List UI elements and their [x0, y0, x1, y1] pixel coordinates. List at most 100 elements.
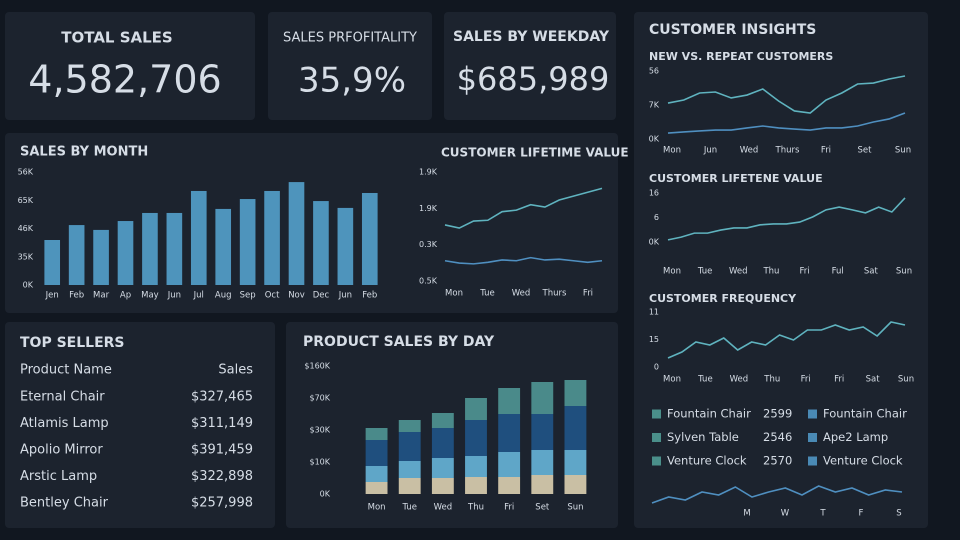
bar-segment	[398, 478, 421, 494]
x-tick-label: Mon	[368, 503, 386, 513]
bar	[361, 192, 378, 285]
legend-label: Fountain Chair	[667, 407, 751, 421]
y-axis-label: 0K	[23, 281, 34, 290]
bar-segment	[398, 432, 421, 461]
y-axis-label: $30K	[309, 426, 330, 435]
x-tick-label: Fri	[504, 503, 514, 513]
table-cell: $327,465	[191, 390, 253, 405]
kpi-title: SALES BY WEEKDAY	[453, 29, 610, 45]
chart-title: NEW VS. REPEAT CUSTOMERS	[649, 50, 833, 63]
x-tick-label: Set	[535, 503, 550, 513]
table-cell: Apolio Mirror	[20, 443, 103, 458]
table-cell: $311,149	[191, 416, 253, 431]
x-axis-label: Set	[858, 146, 873, 156]
bar	[166, 212, 183, 285]
legend-value: 2599	[763, 407, 792, 421]
bar-segment	[498, 388, 521, 414]
table-cell: Eternal Chair	[20, 390, 105, 405]
line	[444, 187, 603, 229]
y-axis-label: 56	[649, 67, 659, 76]
y-axis-label: 1.9K	[419, 168, 438, 177]
x-axis-label: Tue	[697, 375, 713, 385]
y-axis-label: 1.9K	[419, 204, 438, 213]
bar	[68, 225, 85, 285]
legend-value: 2546	[763, 430, 792, 444]
x-axis-label: Fri	[834, 375, 844, 385]
line	[667, 197, 906, 241]
x-tick-label: May	[141, 291, 159, 301]
legend-swatch	[652, 433, 661, 442]
y-axis-label: 15	[649, 335, 659, 344]
kpi-title: TOTAL SALES	[61, 29, 172, 47]
bar	[215, 208, 232, 285]
y-axis-label: 0K	[649, 135, 660, 144]
sales-card	[5, 133, 618, 313]
bar-segment	[465, 398, 487, 420]
bar	[288, 182, 305, 285]
x-axis-label: Fri	[583, 289, 593, 299]
bar-segment	[498, 477, 521, 494]
x-axis-label: Fri	[800, 267, 810, 277]
x-tick-label: Tue	[401, 503, 417, 513]
line	[667, 321, 906, 359]
y-axis-label: 35K	[18, 252, 34, 261]
bar-segment	[531, 475, 554, 494]
bar-segment	[365, 440, 388, 466]
bar	[239, 199, 256, 285]
line	[651, 485, 903, 504]
x-axis-label: Mon	[445, 289, 463, 299]
x-axis-label: W	[781, 509, 790, 519]
bar	[337, 207, 354, 285]
line	[667, 112, 906, 134]
x-axis-label: Sun	[898, 375, 914, 385]
y-axis-label: 11	[649, 308, 659, 317]
legend-label: Venture Clock	[823, 454, 903, 468]
bar	[313, 201, 329, 285]
legend-label: Ape2 Lamp	[823, 430, 888, 444]
y-axis-label: 7K	[649, 101, 660, 110]
y-axis-label: 16	[649, 189, 659, 198]
y-axis-label: $160K	[304, 362, 330, 371]
bar-segment	[564, 380, 587, 406]
y-axis-label: 6	[654, 213, 659, 222]
panel-title: CUSTOMER INSIGHTS	[649, 22, 816, 38]
x-axis-label: F	[859, 509, 864, 519]
chart-title: CUSTOMER LIFETENE VALUE	[649, 172, 823, 185]
bar-segment	[564, 406, 587, 450]
table-cell: $391,459	[191, 443, 253, 458]
bar	[117, 221, 134, 285]
bar-segment	[564, 450, 587, 475]
table-cell: Bentley Chair	[20, 496, 109, 511]
y-axis-label: 46K	[18, 224, 34, 233]
legend-label: Sylven Table	[667, 430, 739, 444]
x-axis-label: Mon	[663, 267, 681, 277]
x-axis-label: Thu	[762, 267, 779, 277]
bar	[44, 240, 61, 285]
bar	[93, 229, 109, 285]
x-axis-label: Sat	[864, 267, 879, 277]
x-axis-label: Wed	[512, 289, 531, 299]
y-axis-label: 0	[654, 363, 659, 372]
y-axis-label: 0K	[649, 238, 660, 247]
legend-swatch	[808, 409, 817, 419]
bar-segment	[531, 414, 554, 450]
table-cell: Atlamis Lamp	[20, 416, 109, 431]
x-axis-label: Jun	[703, 146, 717, 156]
bar-segment	[431, 413, 454, 428]
x-axis-label: Tue	[479, 289, 495, 299]
x-axis-label: Wed	[740, 146, 759, 156]
legend-swatch	[652, 456, 661, 466]
bar-segment	[531, 382, 554, 414]
x-tick-label: Sep	[240, 291, 256, 301]
x-tick-label: Thu	[467, 503, 484, 513]
top-sellers-card	[5, 322, 275, 528]
bar-segment	[398, 420, 421, 432]
bar	[190, 190, 207, 285]
bar-segment	[498, 414, 521, 452]
y-axis-label: 0.5K	[419, 277, 438, 286]
x-tick-label: Dec	[313, 291, 330, 301]
kpi-card	[444, 12, 616, 120]
kpi-value: 35,9%	[298, 61, 406, 101]
y-axis-label: $10K	[309, 458, 330, 467]
